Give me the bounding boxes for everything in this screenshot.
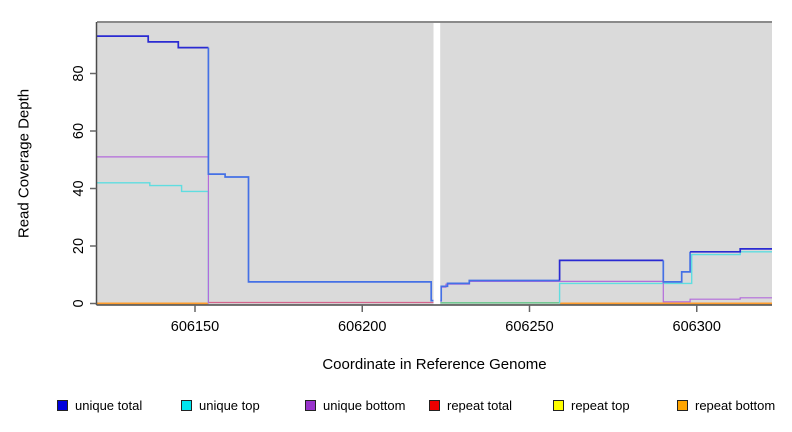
series-line-unique-total [97,35,209,49]
legend-item-label: unique top [199,397,260,413]
legend-swatch [677,399,688,411]
y-tick-label: 20 [71,238,87,254]
x-tick-label: 606150 [171,319,219,335]
legend-item: repeat top [553,397,630,413]
legend-swatch [553,399,564,411]
legend: unique total unique top unique bottom re… [0,397,792,419]
legend-item: repeat total [429,397,512,413]
y-tick-label: 60 [71,123,87,139]
series-line-unique-total [558,259,664,281]
legend-swatch [305,399,316,411]
legend-swatch [57,399,68,411]
legend-item: unique bottom [305,397,405,413]
legend-item: repeat bottom [677,397,775,413]
y-tick-label: 80 [71,65,87,81]
x-tick-label: 606300 [673,319,721,335]
y-axis-label: Read Coverage Depth [15,88,33,239]
y-tick-label: 0 [71,299,87,307]
x-axis-label: Coordinate in Reference Genome [322,356,547,373]
legend-item: unique total [57,397,142,413]
x-tick-label: 606250 [505,319,553,335]
legend-swatch [181,399,192,411]
coverage-plot: 606150 606200 606250 606300 0 20 40 60 80 [71,21,772,335]
legend-item-label: unique bottom [323,397,406,413]
series-line-unique-total [207,47,434,302]
legend-item-label: repeat total [447,397,513,413]
x-tick-label: 606200 [338,319,386,335]
legend-item-label: repeat bottom [695,397,776,413]
y-tick-label: 40 [71,180,87,196]
legend-item-label: repeat top [571,397,630,413]
series-line-unique-total [662,251,691,283]
legend-swatch [429,399,440,411]
coverage-gap-band [433,23,441,306]
legend-item-label: unique total [75,397,143,413]
series-line-unique-total [690,248,772,253]
series-line-unique-total [440,279,560,302]
legend-item: unique top [181,397,260,413]
